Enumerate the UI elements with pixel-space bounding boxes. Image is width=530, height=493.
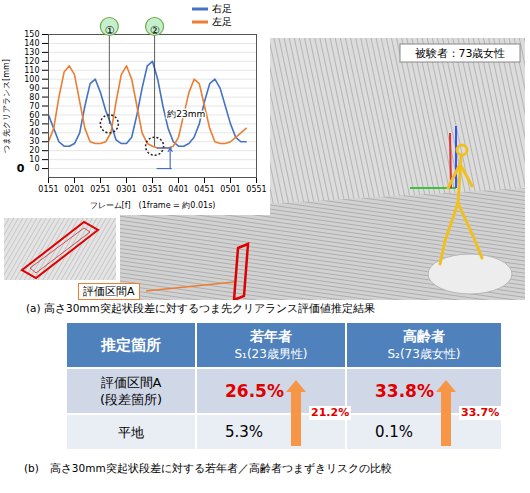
- svg-text:120: 120: [24, 57, 39, 66]
- html-text:5.3%: 5.3%: [225, 423, 264, 441]
- svg-text:0551: 0551: [246, 185, 266, 194]
- svg-text:約23mm: 約23mm: [167, 109, 205, 119]
- svg-text:つま先クリアランス[mm]: つま先クリアランス[mm]: [2, 59, 11, 153]
- svg-text:100: 100: [24, 75, 39, 84]
- svg-text:0201: 0201: [64, 185, 84, 194]
- html-text:推定箇所: 推定箇所: [101, 336, 161, 354]
- svg-text:10: 10: [29, 155, 39, 164]
- svg-text:0451: 0451: [194, 185, 214, 194]
- svg-text:0501: 0501: [220, 185, 240, 194]
- svg-text:0251: 0251: [90, 185, 110, 194]
- html-text:33.7%: 33.7%: [461, 406, 500, 419]
- html-text:21.2%: 21.2%: [311, 406, 350, 419]
- svg-text:0: 0: [17, 162, 25, 175]
- svg-text:50: 50: [29, 119, 39, 128]
- html-text:評価区間A: 評価区間A: [83, 285, 135, 298]
- svg-text:90: 90: [29, 84, 39, 93]
- html-text:(段差箇所): (段差箇所): [99, 392, 163, 407]
- svg-text:40: 40: [29, 128, 39, 137]
- svg-text:0151: 0151: [38, 185, 58, 194]
- html-text:評価区間A: 評価区間A: [100, 375, 162, 390]
- html-text:S₁(23歳男性): S₁(23歳男性): [234, 347, 308, 361]
- svg-text:80: 80: [29, 93, 39, 102]
- html-text:若年者: 若年者: [250, 328, 292, 344]
- svg-text:0301: 0301: [116, 185, 136, 194]
- svg-text:0401: 0401: [168, 185, 188, 194]
- html-text:左足: 左足: [212, 16, 232, 27]
- html-text:平地: 平地: [118, 424, 144, 440]
- svg-text:150: 150: [24, 30, 39, 39]
- svg-text:140: 140: [24, 39, 39, 48]
- svg-text:フレーム[f] (1frame = 約0.01s): フレーム[f] (1frame = 約0.01s): [90, 201, 216, 210]
- svg-text:110: 110: [24, 66, 39, 75]
- html-text:高齢者: 高齢者: [403, 328, 445, 344]
- svg-text:60: 60: [29, 110, 39, 119]
- html-text:S₂(73歳女性): S₂(73歳女性): [387, 347, 461, 361]
- html-text:26.5%: 26.5%: [225, 381, 284, 401]
- html-text:(a) 高さ30mm突起状段差に対するつま先クリアランス評価: (a) 高さ30mm突起状段差に対するつま先クリアランス評価値推定結果: [26, 302, 375, 314]
- svg-text:30: 30: [29, 137, 39, 146]
- svg-text:②: ②: [150, 24, 160, 37]
- html-text:0.1%: 0.1%: [375, 423, 414, 441]
- svg-text:0: 0: [34, 164, 39, 173]
- svg-text:被験者：73歳女性: 被験者：73歳女性: [415, 47, 506, 60]
- html-text:(b) 高さ30mm突起状段差に対する若年者／高齢者つまずき: (b) 高さ30mm突起状段差に対する若年者／高齢者つまずきリスクの比較: [24, 462, 392, 474]
- html-text:33.8%: 33.8%: [375, 381, 434, 401]
- svg-text:130: 130: [24, 48, 39, 57]
- svg-text:0351: 0351: [142, 185, 162, 194]
- svg-text:①: ①: [104, 24, 114, 37]
- html-text:右足: 右足: [212, 3, 232, 14]
- svg-text:20: 20: [29, 146, 39, 155]
- svg-text:70: 70: [29, 102, 39, 111]
